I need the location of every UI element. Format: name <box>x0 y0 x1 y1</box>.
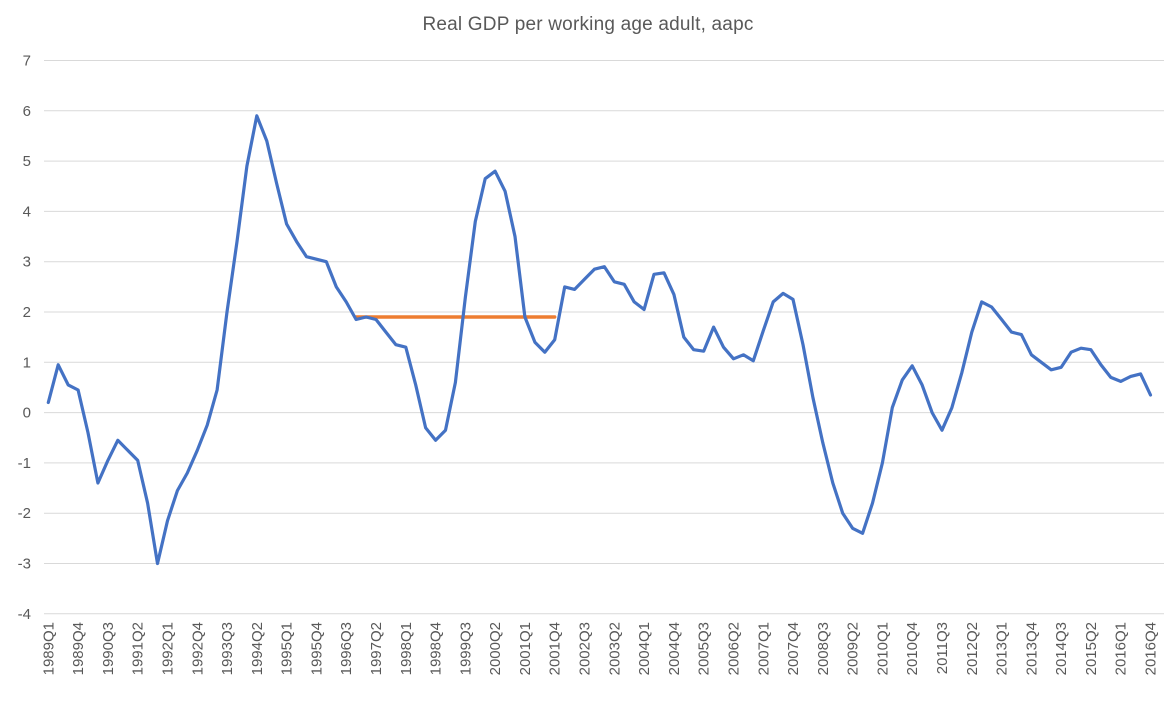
x-axis-tick-label: 1996Q3 <box>338 622 355 675</box>
x-axis-tick-label: 1992Q1 <box>160 622 177 675</box>
x-axis-tick-label: 2007Q1 <box>755 622 772 675</box>
x-axis-tick-label: 2000Q2 <box>487 622 504 675</box>
x-axis-tick-label: 2001Q1 <box>517 622 534 675</box>
y-axis-tick-label: -2 <box>18 505 31 522</box>
x-axis-tick-label: 2004Q1 <box>636 622 653 675</box>
y-axis-tick-label: 1 <box>23 354 31 371</box>
x-axis-tick-label: 1998Q4 <box>428 622 445 675</box>
x-axis-tick-label: 1993Q3 <box>219 622 236 675</box>
x-axis-tick-label: 1992Q4 <box>189 622 206 675</box>
x-axis-tick-label: 2013Q4 <box>1023 622 1040 675</box>
x-axis-tick-label: 1994Q2 <box>249 622 266 675</box>
x-axis-tick-label: 2012Q2 <box>964 622 981 675</box>
x-axis-tick-label: 2003Q2 <box>606 622 623 675</box>
x-axis-tick-label: 2008Q3 <box>815 622 832 675</box>
y-axis-tick-label: 0 <box>23 405 31 422</box>
x-axis-tick-label: 2005Q3 <box>696 622 713 675</box>
x-axis-tick-label: 2014Q3 <box>1053 622 1070 675</box>
y-axis-tick-label: 4 <box>23 203 31 220</box>
x-axis-tick-label: 2016Q4 <box>1143 622 1160 675</box>
x-axis-tick-label: 2015Q2 <box>1083 622 1100 675</box>
x-axis-tick-label: 1999Q3 <box>457 622 474 675</box>
x-axis-tick-label: 1991Q2 <box>130 622 147 675</box>
x-axis-tick-label: 1990Q3 <box>100 622 117 675</box>
x-axis-tick-label: 2001Q4 <box>547 622 564 675</box>
x-axis-tick-label: 1989Q4 <box>70 622 87 675</box>
x-axis-tick-label: 1989Q1 <box>40 622 57 675</box>
x-axis-tick-label: 2009Q2 <box>845 622 862 675</box>
x-axis-tick-label: 1997Q2 <box>368 622 385 675</box>
x-axis-tick-label: 2007Q4 <box>785 622 802 675</box>
gdp-line-series <box>46 114 1153 566</box>
x-axis-tick-label: 2002Q3 <box>577 622 594 675</box>
y-axis-tick-label: 7 <box>23 53 31 70</box>
x-axis-tick-label: 2004Q4 <box>666 622 683 675</box>
y-axis-tick-label: 3 <box>23 254 31 271</box>
y-axis-tick-label: -3 <box>18 556 31 573</box>
x-axis-tick-label: 2006Q2 <box>726 622 743 675</box>
chart-title: Real GDP per working age adult, aapc <box>422 14 754 35</box>
x-axis-tick-label: 1995Q4 <box>308 622 325 675</box>
x-axis-tick-label: 2016Q1 <box>1113 622 1130 675</box>
y-axis-tick-label: -1 <box>18 455 31 472</box>
y-axis-tick-label: 2 <box>23 304 31 321</box>
x-axis-tick-label: 2010Q4 <box>904 622 921 675</box>
x-axis-tick-label: 1995Q1 <box>279 622 296 675</box>
y-axis-tick-label: -4 <box>18 606 31 623</box>
x-axis-tick-label: 2011Q3 <box>934 622 951 674</box>
x-axis-tick-label: 2013Q1 <box>994 622 1011 675</box>
y-axis-tick-label: 6 <box>23 103 31 120</box>
x-axis-tick-label: 1998Q1 <box>398 622 415 675</box>
y-axis-tick-label: 5 <box>23 153 31 170</box>
x-axis-tick-label: 2010Q1 <box>874 622 891 675</box>
